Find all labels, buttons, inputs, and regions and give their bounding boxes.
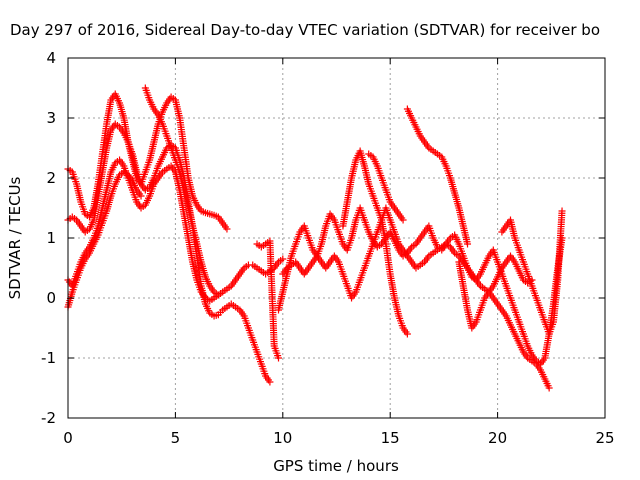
y-axis-title: SDTVAR / TECUs <box>6 176 24 299</box>
y-tick-label: -1 <box>41 349 56 367</box>
chart-title: Day 297 of 2016, Sidereal Day-to-day VTE… <box>10 21 600 39</box>
data-point-marker <box>214 291 222 299</box>
data-point-marker <box>266 378 274 386</box>
data-point-marker <box>403 330 411 338</box>
axis-ticks: 0 5 10 15 20 25 -2 -1 0 1 2 3 4 <box>41 49 615 447</box>
x-tick-label: 0 <box>63 429 73 447</box>
y-tick-label: -2 <box>41 409 56 427</box>
x-tick-label: 25 <box>595 429 614 447</box>
y-tick-label: 0 <box>46 289 56 307</box>
data-point-marker <box>464 240 472 248</box>
data-point-marker <box>279 255 287 263</box>
y-tick-label: 3 <box>46 109 56 127</box>
x-tick-label: 5 <box>171 429 181 447</box>
data-point-marker <box>275 354 283 362</box>
y-tick-label: 4 <box>46 49 56 67</box>
x-tick-label: 15 <box>381 429 400 447</box>
x-tick-label: 20 <box>488 429 507 447</box>
data-point-marker <box>137 192 145 200</box>
data-point-marker <box>558 207 566 215</box>
gridlines <box>68 58 605 418</box>
data-point-marker <box>545 384 553 392</box>
data-point-marker <box>223 225 231 233</box>
y-tick-label: 1 <box>46 229 56 247</box>
x-axis-title: GPS time / hours <box>273 457 399 475</box>
x-tick-label: 10 <box>273 429 292 447</box>
y-tick-label: 2 <box>46 169 56 187</box>
data-point-marker <box>399 216 407 224</box>
